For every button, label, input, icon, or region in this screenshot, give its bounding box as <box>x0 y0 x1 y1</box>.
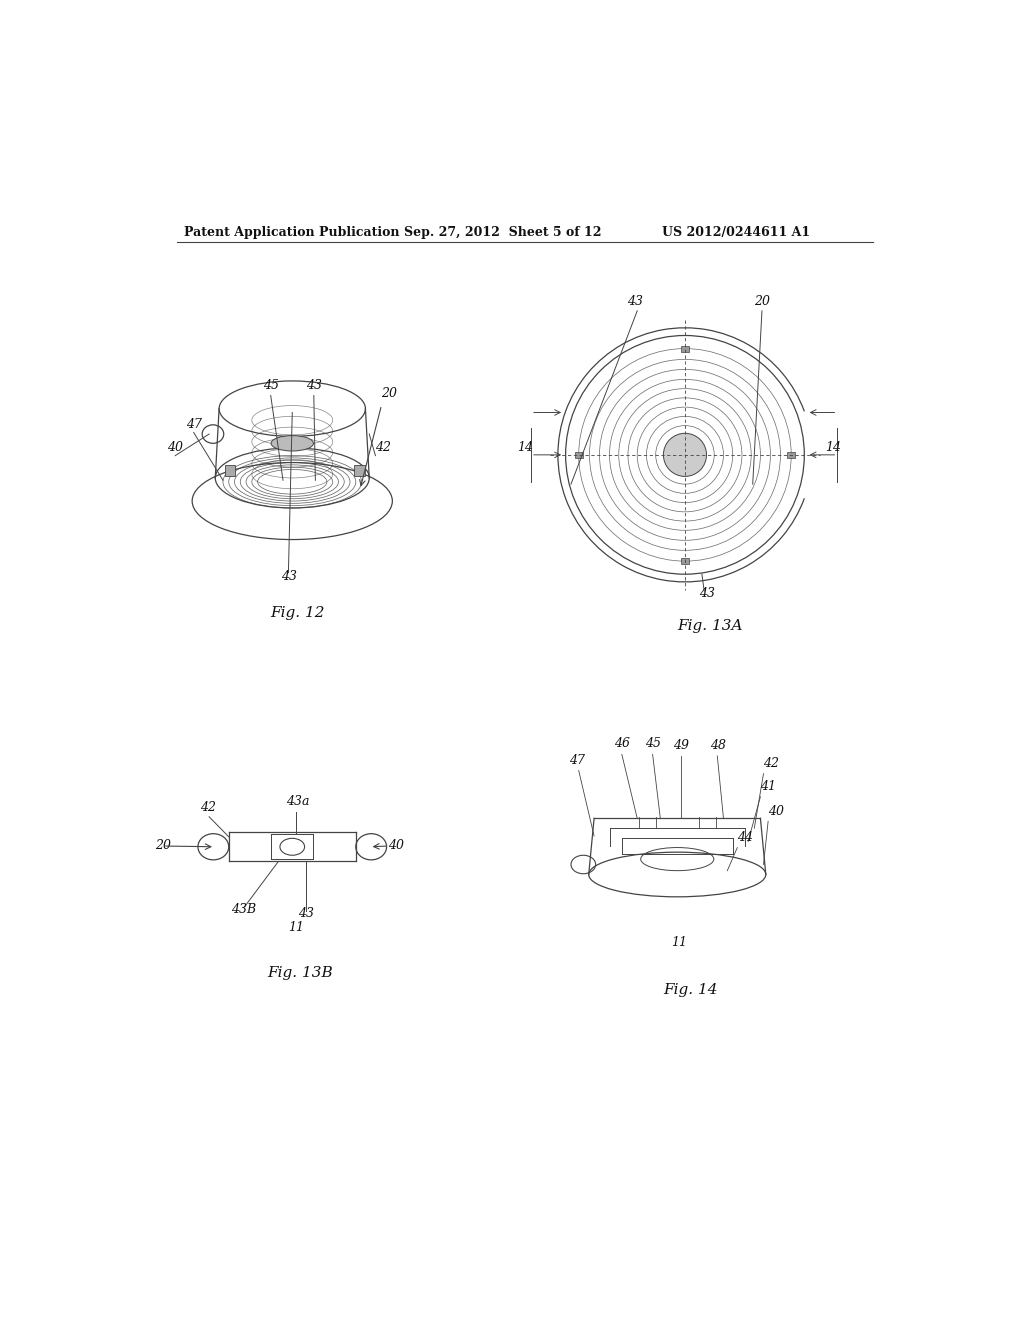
Text: 42: 42 <box>376 441 391 454</box>
Text: 47: 47 <box>569 755 586 767</box>
Text: 40: 40 <box>388 840 404 853</box>
Text: 41: 41 <box>761 780 776 793</box>
Text: 43: 43 <box>281 570 297 583</box>
Text: 46: 46 <box>614 738 630 751</box>
Text: 42: 42 <box>764 756 779 770</box>
Text: 11: 11 <box>671 936 687 949</box>
Text: 20: 20 <box>156 840 171 853</box>
Text: 43: 43 <box>698 587 715 601</box>
Text: US 2012/0244611 A1: US 2012/0244611 A1 <box>662 226 810 239</box>
Text: 20: 20 <box>755 294 770 308</box>
Text: Sep. 27, 2012  Sheet 5 of 12: Sep. 27, 2012 Sheet 5 of 12 <box>403 226 601 239</box>
Text: Fig. 13A: Fig. 13A <box>677 619 742 634</box>
Polygon shape <box>787 451 795 458</box>
Text: Fig. 13B: Fig. 13B <box>267 966 334 979</box>
Text: 49: 49 <box>674 739 689 752</box>
Text: 11: 11 <box>289 921 304 933</box>
Polygon shape <box>681 346 689 351</box>
Text: 48: 48 <box>710 739 726 752</box>
Text: Fig. 12: Fig. 12 <box>270 606 326 619</box>
Text: 43: 43 <box>306 379 323 392</box>
Text: 14: 14 <box>517 441 534 454</box>
Text: Patent Application Publication: Patent Application Publication <box>184 226 400 239</box>
Text: 42: 42 <box>200 801 216 813</box>
Polygon shape <box>224 465 236 475</box>
Text: 43a: 43a <box>286 795 309 808</box>
Text: 43: 43 <box>298 907 314 920</box>
Text: 20: 20 <box>381 387 397 400</box>
Polygon shape <box>681 558 689 564</box>
Text: 44: 44 <box>737 832 754 845</box>
Text: 47: 47 <box>186 418 202 430</box>
Polygon shape <box>354 465 365 475</box>
Text: 45: 45 <box>263 379 279 392</box>
Polygon shape <box>574 451 583 458</box>
Text: Fig. 14: Fig. 14 <box>664 983 718 997</box>
Ellipse shape <box>271 436 313 451</box>
Text: 40: 40 <box>768 805 784 818</box>
Text: 45: 45 <box>645 738 660 751</box>
Text: 43B: 43B <box>230 903 256 916</box>
Text: 43: 43 <box>628 294 643 308</box>
Circle shape <box>664 433 707 477</box>
Text: 14: 14 <box>825 441 841 454</box>
Text: 40: 40 <box>168 441 183 454</box>
